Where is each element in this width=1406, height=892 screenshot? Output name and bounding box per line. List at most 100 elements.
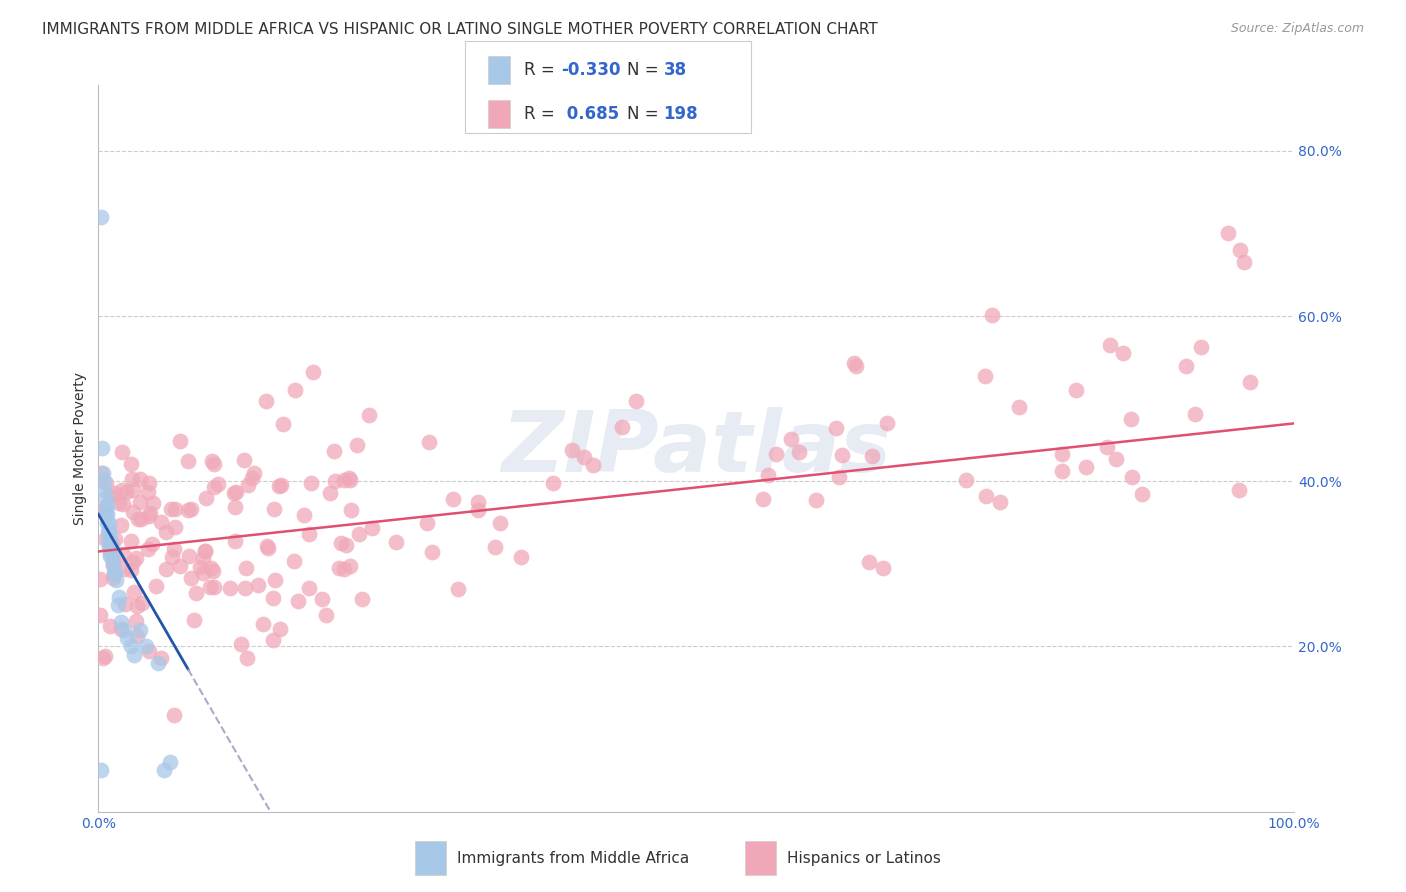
- Point: [610, 420, 633, 434]
- Point: [233, 581, 256, 595]
- Point: [142, 496, 165, 510]
- Point: [262, 632, 284, 647]
- Point: [112, 623, 135, 637]
- Point: [94, 532, 117, 546]
- Point: [572, 450, 595, 465]
- Point: [148, 656, 170, 670]
- Point: [120, 640, 142, 654]
- Point: [441, 491, 464, 506]
- Point: [114, 597, 136, 611]
- Text: N =: N =: [627, 61, 658, 79]
- Point: [124, 648, 146, 662]
- Point: [1064, 383, 1087, 397]
- Point: [136, 485, 159, 500]
- Point: [159, 502, 181, 516]
- Text: Source: ZipAtlas.com: Source: ZipAtlas.com: [1230, 22, 1364, 36]
- Point: [269, 623, 291, 637]
- Point: [112, 562, 135, 576]
- Point: [541, 476, 564, 491]
- Point: [974, 369, 997, 384]
- Point: [252, 616, 274, 631]
- Point: [340, 503, 363, 517]
- Point: [145, 579, 167, 593]
- Point: [121, 504, 143, 518]
- Point: [89, 607, 111, 622]
- Point: [323, 474, 346, 488]
- Point: [153, 764, 176, 778]
- Point: [188, 559, 211, 574]
- Point: [283, 554, 305, 568]
- Point: [1216, 227, 1239, 241]
- Point: [202, 580, 225, 594]
- Point: [484, 540, 506, 554]
- Point: [231, 637, 253, 651]
- Point: [90, 764, 112, 778]
- Point: [1105, 451, 1128, 466]
- Point: [94, 508, 117, 522]
- Point: [129, 495, 152, 509]
- Point: [110, 615, 132, 629]
- Point: [224, 534, 246, 549]
- Point: [845, 359, 868, 373]
- Point: [510, 550, 533, 565]
- Point: [756, 467, 779, 482]
- Point: [311, 591, 333, 606]
- Point: [254, 394, 277, 409]
- Point: [128, 472, 150, 486]
- Point: [93, 475, 115, 489]
- Point: [141, 537, 163, 551]
- Point: [201, 454, 224, 468]
- Point: [418, 434, 440, 449]
- Point: [194, 491, 217, 506]
- Point: [1233, 254, 1256, 268]
- Point: [298, 581, 321, 595]
- Text: R =: R =: [524, 61, 555, 79]
- Point: [872, 560, 894, 574]
- Point: [467, 494, 489, 508]
- Text: 38: 38: [664, 61, 686, 79]
- Text: Hispanics or Latinos: Hispanics or Latinos: [787, 851, 941, 865]
- Point: [779, 433, 801, 447]
- Point: [335, 538, 357, 552]
- Point: [235, 561, 257, 575]
- Point: [1227, 483, 1250, 497]
- Point: [121, 472, 143, 486]
- Point: [467, 502, 489, 516]
- Point: [97, 524, 120, 538]
- Point: [163, 519, 186, 533]
- Point: [155, 562, 177, 576]
- Point: [224, 500, 246, 514]
- Point: [98, 524, 121, 538]
- Point: [346, 437, 368, 451]
- Point: [98, 619, 121, 633]
- Point: [357, 408, 380, 422]
- Point: [163, 542, 186, 557]
- Point: [318, 485, 340, 500]
- Point: [159, 755, 181, 769]
- Point: [561, 442, 583, 457]
- Point: [98, 549, 122, 563]
- Point: [256, 539, 278, 553]
- Point: [828, 469, 851, 483]
- Point: [990, 495, 1012, 509]
- Point: [150, 651, 173, 665]
- Point: [98, 532, 122, 546]
- Point: [200, 580, 222, 594]
- Point: [194, 544, 217, 558]
- Point: [96, 499, 118, 513]
- Text: 0.685: 0.685: [561, 105, 619, 123]
- Point: [824, 421, 846, 435]
- Point: [111, 547, 134, 561]
- Point: [110, 517, 132, 532]
- Point: [94, 475, 117, 490]
- Point: [96, 508, 118, 522]
- Point: [131, 596, 153, 610]
- Point: [121, 555, 143, 569]
- Point: [105, 574, 128, 588]
- Point: [1074, 460, 1097, 475]
- Point: [180, 502, 202, 516]
- Point: [262, 591, 284, 605]
- Point: [270, 478, 292, 492]
- Point: [624, 394, 647, 409]
- Point: [121, 483, 143, 497]
